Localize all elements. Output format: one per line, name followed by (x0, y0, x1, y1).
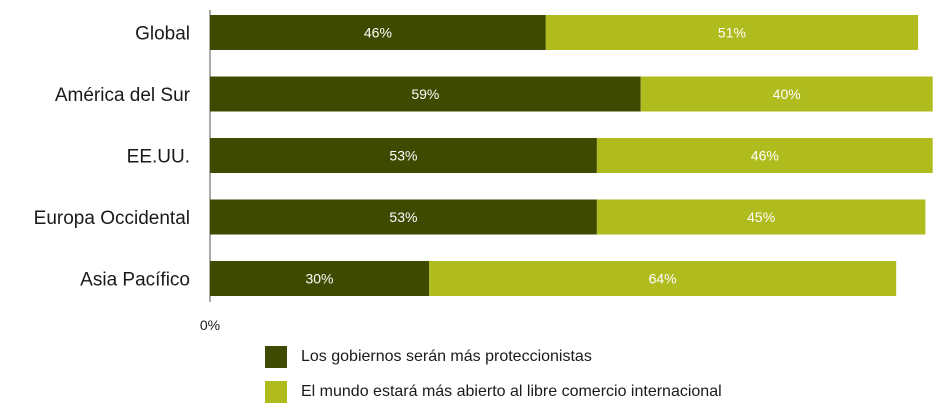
bar-segment-europa-occidental-series-1 (596, 199, 926, 235)
bar-segment-america-del-sur-series-1 (640, 76, 933, 112)
bar-segment-asia-pacifico-series-0 (210, 261, 429, 296)
data-label-global-series-1: 51% (718, 25, 746, 41)
data-label-global-series-0: 46% (364, 25, 392, 41)
category-label-ee-uu: EE.UU. (127, 147, 190, 168)
legend: Los gobiernos serán más proteccionistas … (265, 346, 722, 416)
legend-swatch-proteccionistas (265, 346, 287, 368)
category-label-global: Global (135, 24, 190, 45)
bar-segment-ee-uu-series-0 (210, 138, 597, 173)
data-label-asia-pacifico-series-0: 30% (305, 271, 333, 287)
data-label-europa-occidental-series-0: 53% (389, 209, 417, 225)
legend-swatch-libre-comercio (265, 381, 287, 403)
stacked-bar-chart: 46% 51% 59% 40% 53% 46% 53% 45% 30% 64% 0% Global… (34, 10, 933, 333)
bar-segment-america-del-sur-series-0 (210, 76, 641, 112)
data-label-america-del-sur-series-0: 59% (411, 86, 439, 102)
legend-label-proteccionistas: Los gobiernos serán más proteccionistas (301, 348, 592, 365)
category-label-asia-pacifico: Asia Pacífico (80, 270, 190, 291)
data-label-america-del-sur-series-1: 40% (773, 86, 801, 102)
data-label-asia-pacifico-series-1: 64% (649, 271, 677, 287)
legend-item-libre-comercio: El mundo estará más abierto al libre com… (265, 381, 722, 403)
bars-group: 46% 51% 59% 40% 53% 46% 53% 45% 30% 64% (210, 15, 933, 296)
legend-item-proteccionistas: Los gobiernos serán más proteccionistas (265, 346, 722, 368)
data-label-ee-uu-series-1: 46% (751, 148, 779, 164)
category-label-america-del-sur: América del Sur (55, 85, 191, 106)
bar-segment-asia-pacifico-series-1 (429, 261, 897, 296)
bar-segment-global-series-0 (210, 15, 546, 50)
legend-label-libre-comercio: El mundo estará más abierto al libre com… (301, 383, 722, 400)
data-label-europa-occidental-series-1: 45% (747, 209, 775, 225)
bar-segment-global-series-1 (545, 15, 919, 50)
bar-segment-europa-occidental-series-0 (210, 199, 597, 235)
bar-segment-ee-uu-series-1 (596, 138, 933, 173)
category-label-europa-occidental: Europa Occidental (34, 208, 190, 229)
data-label-ee-uu-series-0: 53% (389, 148, 417, 164)
x-tick-label-0: 0% (200, 317, 220, 333)
